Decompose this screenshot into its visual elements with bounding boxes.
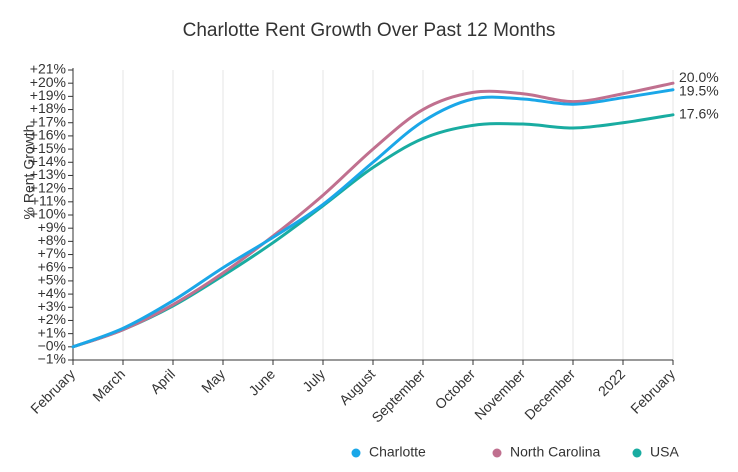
y-tick-label: +17% — [30, 113, 66, 129]
x-tick-label: February — [27, 366, 78, 417]
legend-marker — [492, 448, 502, 458]
x-tick-label: May — [198, 366, 228, 396]
end-labels: 19.5%20.0% 17.6% — [679, 69, 719, 122]
y-tick-label: +12% — [30, 179, 66, 195]
y-axis-title: % Rent Growth — [21, 125, 37, 220]
y-tick-label: +8% — [38, 232, 66, 248]
legend-marker — [351, 448, 361, 458]
legend-item-usa[interactable]: USA — [632, 444, 680, 460]
series-lines — [71, 81, 675, 349]
y-tick-label: +9% — [38, 219, 66, 235]
y-tick-label: +18% — [30, 100, 66, 116]
y-tick-label: +1% — [38, 324, 66, 340]
y-tick-label: +7% — [38, 245, 66, 261]
legend-marker — [632, 448, 642, 458]
y-tick-label: −1% — [38, 351, 66, 367]
x-tick-label: July — [299, 366, 328, 395]
legend[interactable]: Charlotte North Carolina USA — [351, 444, 680, 460]
series-line-charlotte — [71, 88, 675, 349]
y-tick-label: +14% — [30, 153, 66, 169]
x-tick-label: October — [432, 366, 479, 413]
end-label-usa: 17.6% — [679, 106, 719, 122]
chart-title: Charlotte Rent Growth Over Past 12 Month… — [182, 20, 556, 41]
legend-label: USA — [650, 444, 679, 460]
y-tick-label: +16% — [30, 127, 66, 143]
legend-item-charlotte[interactable]: Charlotte — [351, 444, 427, 460]
y-tick-label: +5% — [38, 272, 66, 288]
y-tick-label: +19% — [30, 87, 66, 103]
x-tick-label: August — [336, 366, 378, 408]
y-axis-ticks: −1%−0%+1%+2%+3%+4%+5%+6%+7%+8%+9%+10%+11… — [30, 61, 73, 367]
x-tick-label: February — [627, 366, 678, 417]
y-tick-label: −0% — [38, 338, 66, 354]
y-tick-label: +10% — [30, 206, 66, 222]
y-tick-label: +21% — [30, 61, 66, 77]
y-tick-label: +6% — [38, 258, 66, 274]
series-line-north-carolina — [71, 81, 675, 349]
y-tick-label: +20% — [30, 74, 66, 90]
x-tick-label: April — [147, 366, 178, 397]
y-tick-label: +2% — [38, 311, 66, 327]
legend-item-north-carolina[interactable]: North Carolina — [492, 444, 601, 460]
x-tick-label: September — [368, 366, 428, 426]
x-tick-label: December — [521, 366, 578, 423]
x-tick-label: November — [471, 366, 528, 423]
x-tick-label: 2022 — [595, 366, 628, 399]
y-tick-label: +15% — [30, 140, 66, 156]
end-label-charlotte: 19.5% — [679, 82, 719, 98]
legend-label: Charlotte — [369, 444, 426, 460]
y-tick-label: +4% — [38, 285, 66, 301]
x-tick-label: June — [245, 366, 278, 399]
y-tick-label: +13% — [30, 166, 66, 182]
x-axis-ticks: February March April May June July AugustSepte… — [27, 360, 678, 426]
y-tick-label: +11% — [31, 193, 66, 209]
x-gridlines — [122, 70, 674, 360]
legend-label: North Carolina — [510, 444, 600, 460]
x-tick-label: March — [89, 366, 128, 405]
y-tick-label: +3% — [38, 298, 66, 314]
end-label-north-carolina: 20.0% — [679, 69, 719, 85]
